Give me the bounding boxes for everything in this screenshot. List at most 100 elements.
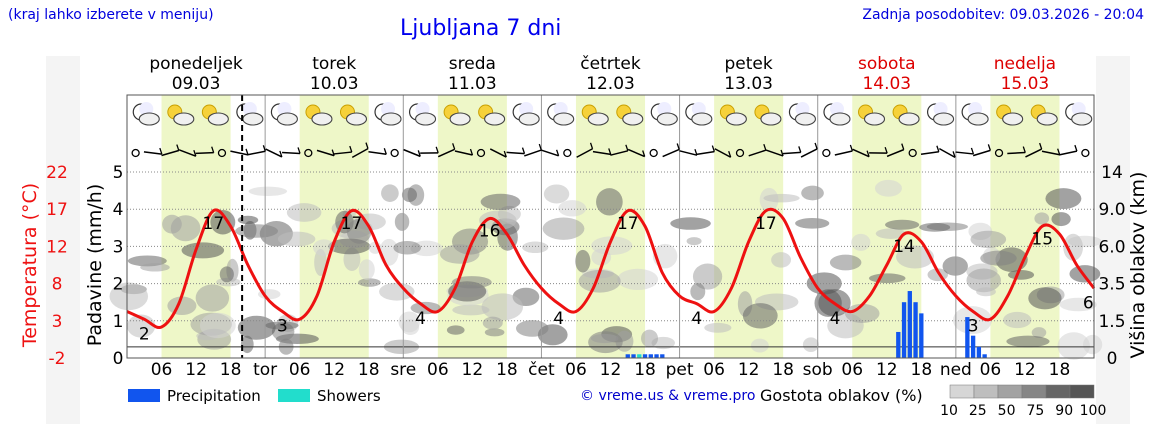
cloud-cell bbox=[801, 185, 824, 201]
precip-tick: 0 bbox=[113, 349, 124, 369]
cloud-cell bbox=[240, 335, 254, 354]
cloud-cell bbox=[1045, 188, 1082, 209]
hour-tick: 12 bbox=[738, 360, 760, 380]
wind-feather bbox=[262, 145, 266, 152]
page-title: Ljubljana 7 dni bbox=[400, 16, 562, 41]
day-abbr-tick: sob bbox=[803, 360, 833, 380]
wind-feather bbox=[608, 148, 612, 155]
precip-tick: 4 bbox=[113, 200, 124, 220]
cloud-cell bbox=[1069, 265, 1101, 283]
cloud-cell bbox=[596, 188, 623, 216]
cloud-cell bbox=[686, 237, 702, 246]
shower-legend-label: Showers bbox=[317, 387, 381, 405]
precip-bar bbox=[654, 354, 659, 358]
calm-icon bbox=[1081, 148, 1090, 158]
wind-feather bbox=[469, 148, 474, 156]
weather-icons bbox=[132, 102, 1093, 126]
cloud-icon bbox=[691, 112, 713, 126]
region-hint[interactable]: (kraj lahko izberete v meniju) bbox=[8, 7, 214, 23]
cloud-icon bbox=[967, 112, 989, 126]
precip-bar bbox=[660, 354, 665, 358]
precip-bar bbox=[970, 335, 976, 358]
calm-icon bbox=[476, 148, 486, 158]
wind-feather bbox=[1022, 146, 1026, 153]
cloud-cell bbox=[575, 249, 591, 273]
cloud-icon bbox=[622, 112, 644, 126]
credit-link[interactable]: © vreme.us & vreme.pro bbox=[580, 388, 756, 404]
temperature-label: 6 bbox=[1083, 293, 1094, 313]
wind-feather bbox=[245, 148, 249, 156]
hour-tick: 06 bbox=[841, 360, 863, 380]
wind-feather bbox=[503, 150, 507, 158]
hour-tick: 12 bbox=[876, 360, 898, 380]
hour-tick: 12 bbox=[185, 360, 207, 380]
day-date: 14.03 bbox=[862, 74, 911, 94]
wind-barb bbox=[920, 151, 939, 155]
precip-bar bbox=[907, 291, 912, 358]
cloud-icon bbox=[242, 112, 264, 126]
cloud-cell bbox=[874, 179, 902, 197]
cloud-cell bbox=[235, 224, 279, 238]
wind-feather bbox=[193, 150, 197, 157]
cloud-cell bbox=[829, 254, 862, 271]
precip-bar bbox=[913, 302, 918, 358]
wind-feather bbox=[452, 143, 456, 150]
calm-icon bbox=[908, 148, 917, 158]
cloud-height-tick: 0 bbox=[1107, 349, 1118, 369]
precip-bar bbox=[625, 354, 630, 358]
day-date: 11.03 bbox=[448, 74, 497, 94]
cloud-icon bbox=[1071, 112, 1093, 126]
temperature-label: 17 bbox=[341, 214, 363, 234]
cloud-density-tick: 50 bbox=[998, 403, 1016, 419]
hour-tick: 12 bbox=[323, 360, 345, 380]
precip-bar bbox=[982, 354, 987, 358]
precip-legend-label: Precipitation bbox=[167, 387, 261, 405]
cloud-density-swatch bbox=[1069, 384, 1095, 399]
precipitation-bars bbox=[625, 291, 987, 358]
cloud-cell bbox=[277, 231, 316, 247]
wind-barb bbox=[506, 151, 525, 155]
cloud-cell bbox=[1007, 270, 1035, 280]
wind-barb bbox=[627, 148, 645, 158]
cloud-cell bbox=[952, 306, 992, 335]
cloud-density-tick: 90 bbox=[1055, 403, 1073, 419]
temperature-line bbox=[126, 207, 1096, 330]
cloud-icon bbox=[173, 112, 195, 126]
cloud-cell bbox=[844, 303, 880, 324]
day-name: sobota bbox=[858, 54, 916, 74]
cloud-cell bbox=[885, 219, 920, 230]
wind-barb bbox=[886, 148, 905, 158]
cloud-cell bbox=[980, 250, 1017, 266]
wind-barb bbox=[351, 147, 369, 159]
cloud-density-swatch bbox=[973, 384, 999, 399]
last-updated: Zadnja posodobitev: 09.03.2026 - 20:04 bbox=[862, 7, 1144, 23]
wind-barb bbox=[265, 148, 283, 158]
precip-axis-title: Padavine (mm/h) bbox=[84, 183, 106, 347]
temperature-label: 4 bbox=[830, 309, 841, 329]
calm-icon bbox=[994, 148, 1004, 158]
cloud-cell bbox=[358, 278, 381, 287]
cloud-cell bbox=[806, 272, 842, 295]
wind-barb bbox=[143, 151, 162, 155]
day-date: 13.03 bbox=[724, 74, 773, 94]
wind-barb bbox=[610, 150, 629, 156]
temperature-label: 17 bbox=[203, 214, 225, 234]
calm-icon bbox=[390, 148, 399, 158]
hour-tick: 18 bbox=[1049, 360, 1071, 380]
wind-barb bbox=[541, 149, 559, 157]
temperature-label: 4 bbox=[553, 309, 564, 329]
wind-barb bbox=[195, 151, 214, 155]
wind-feather bbox=[1074, 144, 1078, 152]
cloud-height-tick: 6.0 bbox=[1098, 237, 1125, 257]
cloud-cell bbox=[181, 242, 225, 259]
precip-bar bbox=[976, 346, 982, 358]
cloud-icon bbox=[345, 112, 368, 126]
wind-barb bbox=[800, 148, 818, 158]
cloud-cell bbox=[896, 245, 934, 269]
cloud-cell bbox=[358, 259, 375, 280]
wind-feather bbox=[625, 144, 629, 152]
precip-tick: 3 bbox=[113, 237, 124, 257]
wind-feather bbox=[798, 146, 802, 153]
cloud-icon bbox=[484, 112, 506, 126]
precip-bar bbox=[901, 302, 907, 358]
